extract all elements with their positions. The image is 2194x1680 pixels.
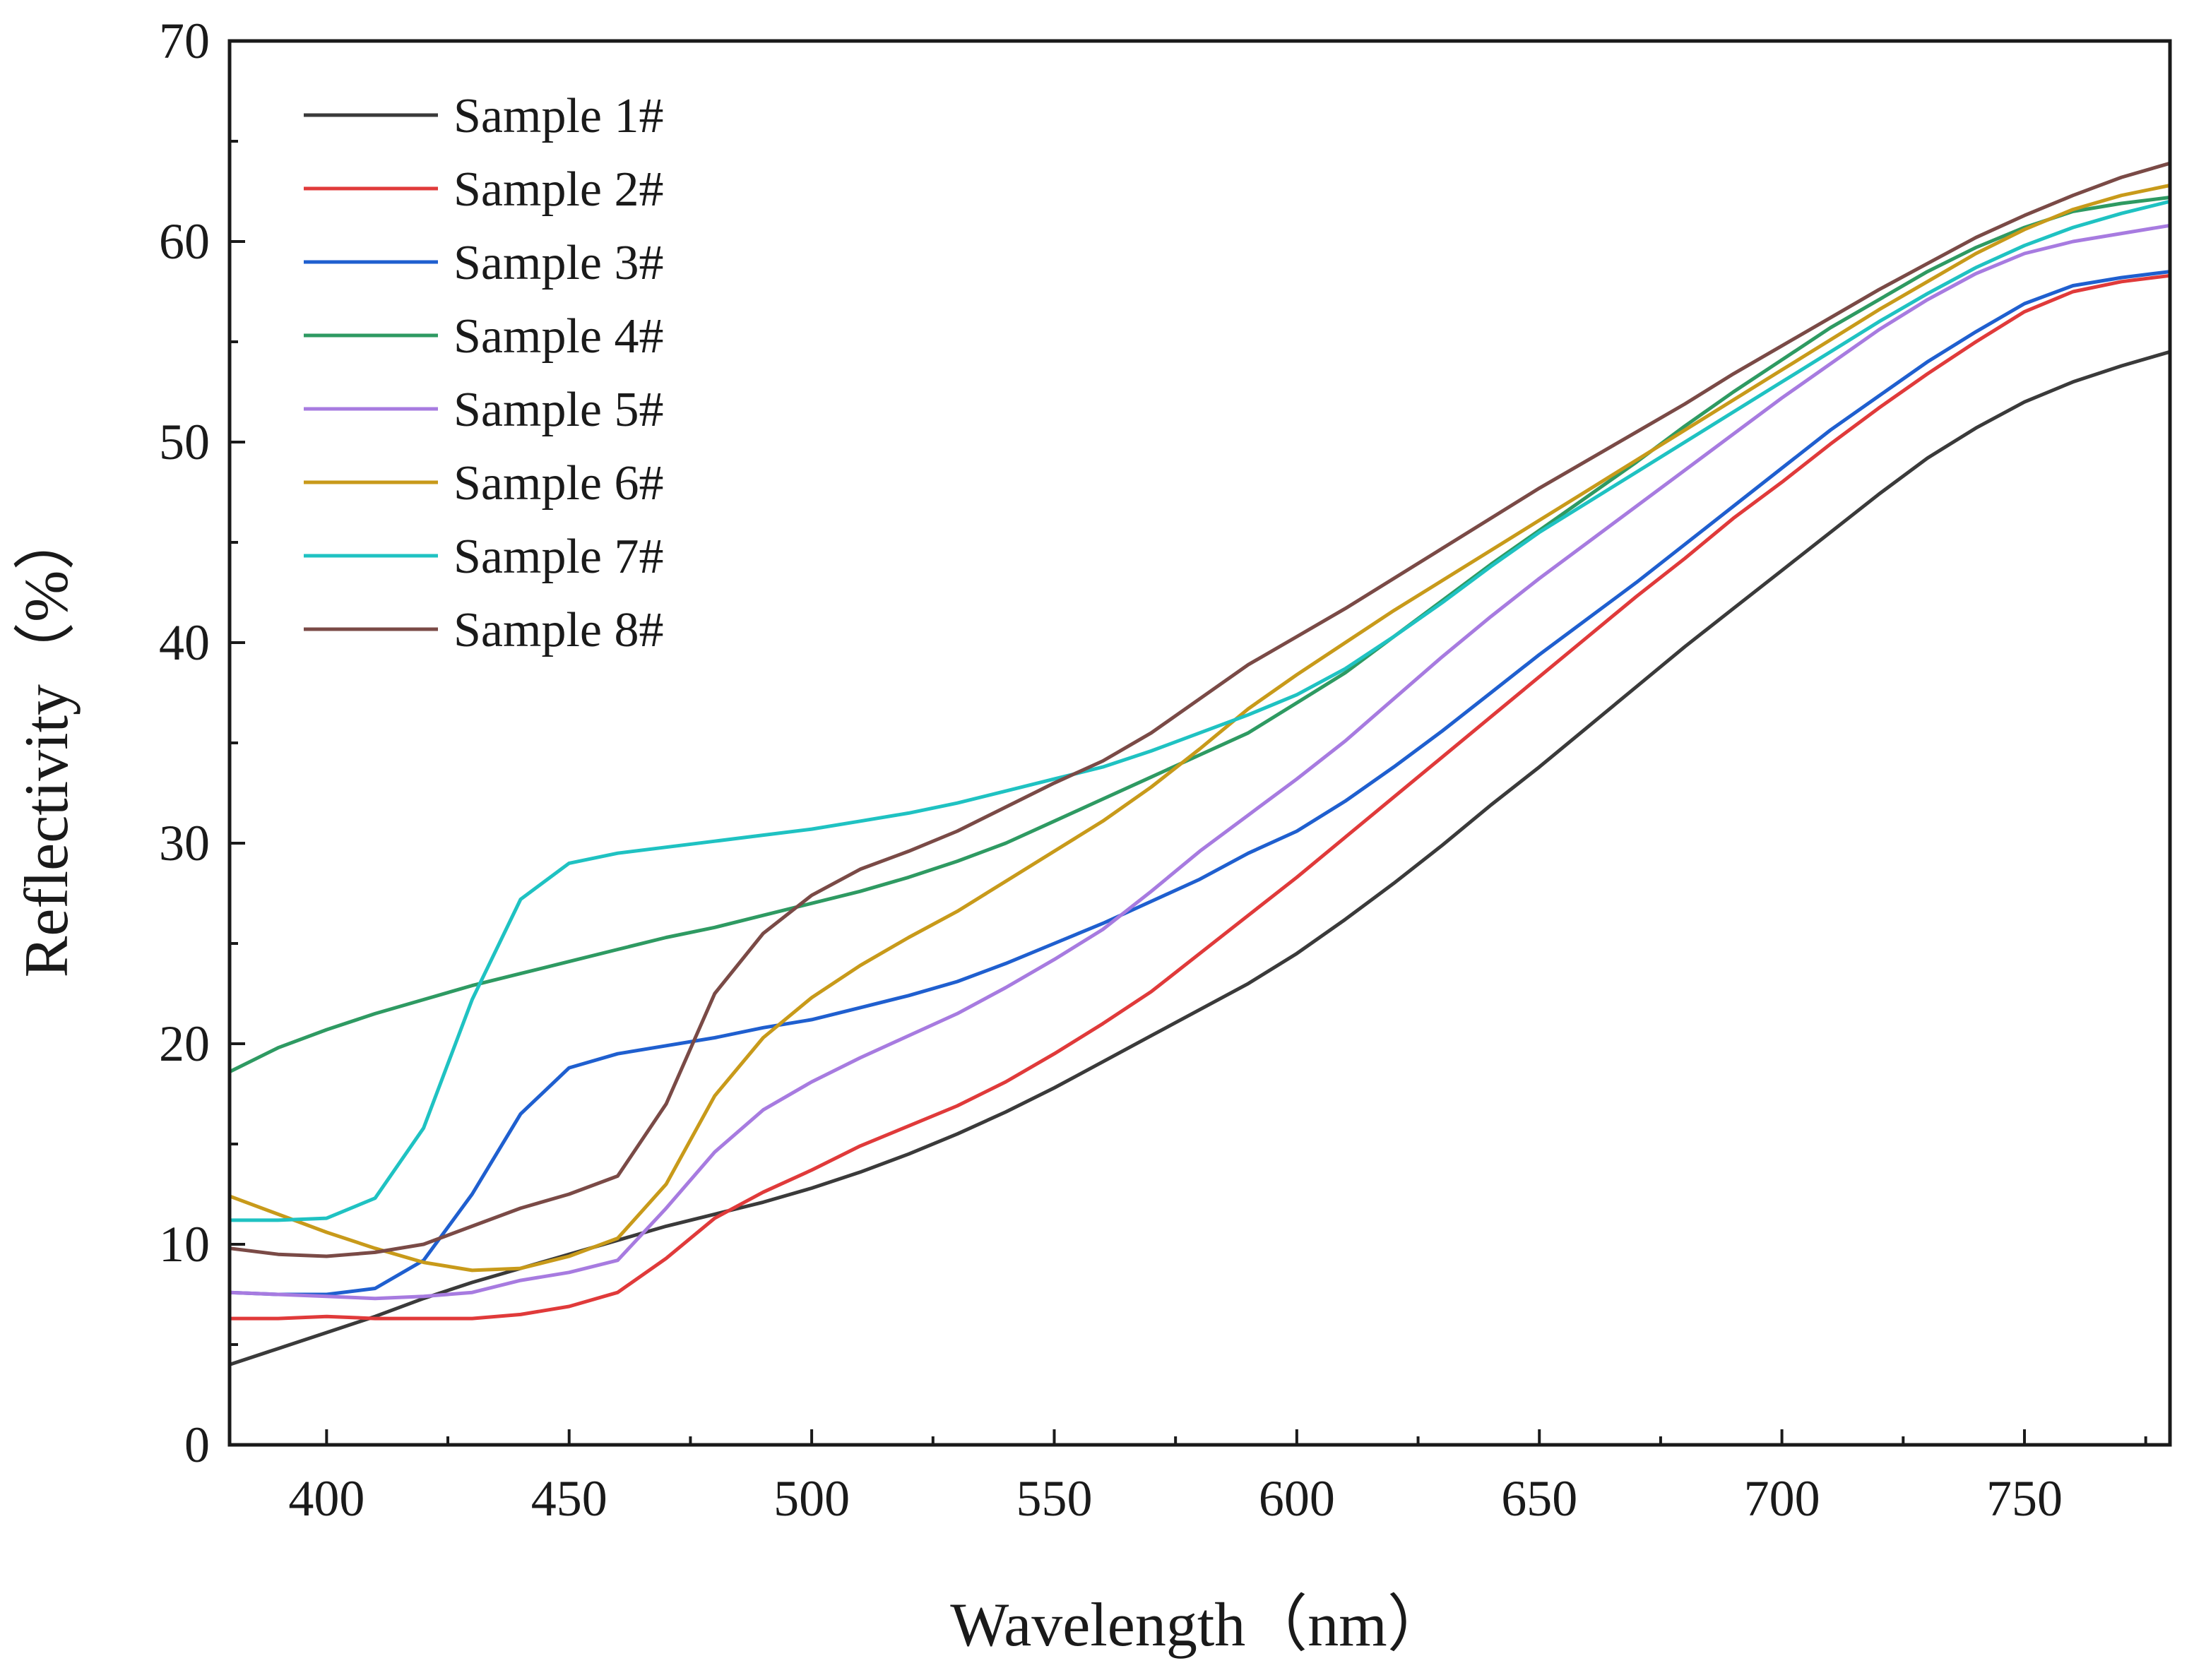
x-tick-label: 750	[1986, 1470, 2063, 1527]
axis-layer: 0 10 20 30 40 50 60 70 400 450 500 550 600 650 700 750	[159, 13, 2172, 1527]
legend-label: Sample 4#	[453, 309, 663, 364]
legend-label: Sample 1#	[453, 89, 663, 143]
y-tick-label: 20	[159, 1015, 210, 1072]
x-tick-label: 400	[288, 1470, 364, 1527]
legend-item-sample-5: Sample 5#	[304, 383, 663, 437]
series-line-sample-5	[227, 223, 2172, 1301]
y-tick-label: 60	[159, 213, 210, 270]
legend-label: Sample 3#	[453, 236, 663, 290]
x-tick-label: 650	[1501, 1470, 1577, 1527]
legend-item-sample-8: Sample 8#	[304, 603, 663, 657]
x-tick-label: 700	[1744, 1470, 1820, 1527]
legend-label: Sample 8#	[453, 603, 663, 657]
legend-label: Sample 6#	[453, 456, 663, 511]
legend: Sample 1# Sample 2# Sample 3# Sample 4# Samp…	[304, 89, 663, 657]
x-tick-label: 550	[1016, 1470, 1092, 1527]
series-line-sample-7	[227, 199, 2172, 1222]
y-tick-label: 10	[159, 1216, 210, 1273]
series-line-sample-4	[227, 196, 2172, 1074]
y-tick-label: 0	[184, 1417, 210, 1473]
series-line-sample-3	[227, 270, 2172, 1297]
x-tick-label: 600	[1259, 1470, 1335, 1527]
y-tick-label: 50	[159, 414, 210, 470]
legend-label: Sample 2#	[453, 162, 663, 217]
y-tick-label: 70	[159, 13, 210, 69]
series-line-sample-6	[227, 184, 2172, 1273]
series-layer	[227, 161, 2172, 1366]
legend-item-sample-4: Sample 4#	[304, 309, 663, 364]
legend-label: Sample 7#	[453, 530, 663, 584]
x-tick-label: 450	[531, 1470, 607, 1527]
legend-label: Sample 5#	[453, 383, 663, 437]
y-tick-label: 30	[159, 815, 210, 871]
legend-item-sample-6: Sample 6#	[304, 456, 663, 511]
y-axis-title: Reflectivity（%）	[13, 508, 81, 978]
y-tick-label: 40	[159, 614, 210, 671]
series-line-sample-8	[227, 161, 2172, 1258]
x-tick-label: 500	[773, 1470, 850, 1527]
x-axis-title: Wavelength（nm）	[950, 1591, 1449, 1660]
legend-item-sample-2: Sample 2#	[304, 162, 663, 217]
legend-item-sample-3: Sample 3#	[304, 236, 663, 290]
legend-item-sample-1: Sample 1#	[304, 89, 663, 143]
legend-item-sample-7: Sample 7#	[304, 530, 663, 584]
series-line-sample-2	[227, 273, 2172, 1321]
